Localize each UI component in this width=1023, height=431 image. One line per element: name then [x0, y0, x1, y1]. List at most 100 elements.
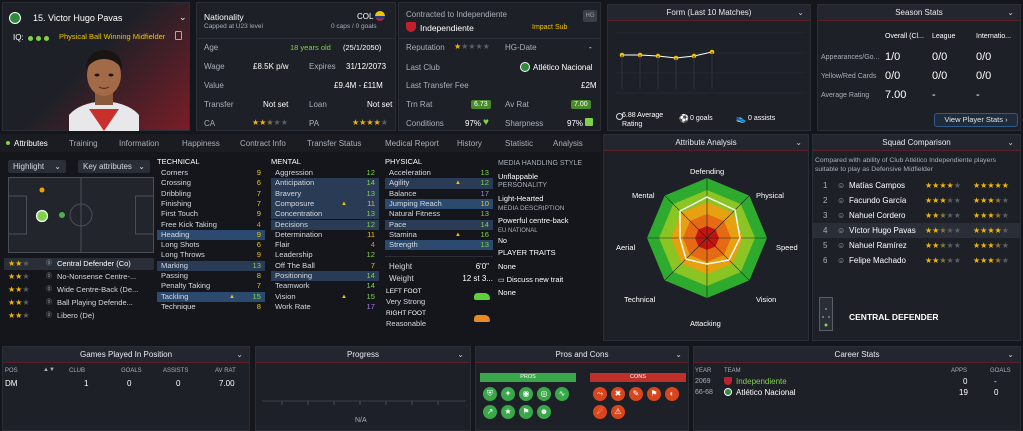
- chevron-down-icon[interactable]: ⌄: [795, 138, 802, 147]
- analysis-label-vision: Vision: [756, 295, 777, 304]
- pro-team-icon[interactable]: ☻: [537, 405, 551, 419]
- games-cell: 0: [127, 379, 132, 388]
- attribute-row[interactable]: Crossing 6: [161, 178, 261, 188]
- info-panel: Nationality Capped at U23 level COL 0 ca…: [196, 2, 396, 131]
- squad-row[interactable]: 4 ☺ Víctor Hugo Pavas ★★★★★ ★★★★★: [813, 223, 1020, 238]
- position-row[interactable]: ★★★ ⓪ Ball Playing Defende...: [8, 298, 133, 307]
- tab-medical-report[interactable]: Medical Report: [385, 139, 439, 148]
- attribute-row[interactable]: Bravery 13: [271, 188, 379, 199]
- attribute-row[interactable]: Vision ▲ 15: [275, 291, 375, 301]
- attribute-row[interactable]: First Touch 9: [161, 209, 261, 219]
- chevron-down-icon[interactable]: ⌄: [1007, 8, 1014, 17]
- con-pace-icon[interactable]: ◐: [665, 387, 679, 401]
- career-year: 2069: [695, 378, 711, 385]
- attribute-row[interactable]: Anticipation 14: [271, 178, 379, 189]
- pro-marking-icon[interactable]: ↗: [483, 405, 497, 419]
- chevron-down-icon[interactable]: ⌄: [236, 350, 243, 359]
- squad-row[interactable]: 5 ☺ Nahuel Ramírez ★★★★★ ★★★★★: [813, 238, 1020, 253]
- pro-stamina-icon[interactable]: ∿: [555, 387, 569, 401]
- career-team[interactable]: Independiente: [736, 377, 787, 386]
- attribute-row[interactable]: Corners 9: [161, 168, 261, 177]
- view-player-stats-button[interactable]: View Player Stats ›: [934, 113, 1018, 127]
- squad-row[interactable]: 6 ☺ Felipe Machado ★★★★★ ★★★★★: [813, 253, 1020, 268]
- position-row[interactable]: ★★★ ⓪ Wide Centre-Back (De...: [8, 285, 139, 294]
- con-dribble-icon[interactable]: ⚠: [611, 405, 625, 419]
- chevron-down-icon[interactable]: ⌄: [179, 12, 187, 22]
- attribute-row[interactable]: Aggression 12: [275, 168, 375, 177]
- con-finishing-icon[interactable]: ✖: [611, 387, 625, 401]
- pro-star-icon[interactable]: ★: [501, 405, 515, 419]
- attribute-row[interactable]: Determination 11: [275, 229, 375, 239]
- career-team[interactable]: Atlético Nacional: [736, 388, 796, 397]
- tab-history[interactable]: History: [457, 139, 482, 148]
- tab-happiness[interactable]: Happiness: [182, 139, 220, 148]
- tab-analysis[interactable]: Analysis: [553, 139, 583, 148]
- player-name[interactable]: 15. Victor Hugo Pavas: [33, 13, 123, 23]
- highlight-dropdown[interactable]: Highlight ⌄: [8, 160, 66, 173]
- attribute-row[interactable]: Stamina ▲ 16: [389, 229, 489, 239]
- attribute-row[interactable]: Penalty Taking 7: [161, 281, 261, 291]
- key-attributes-dropdown[interactable]: Key attributes ⌄: [78, 160, 150, 173]
- ca-label: CA: [204, 119, 216, 128]
- lastclub-value[interactable]: Atlético Nacional: [533, 63, 593, 72]
- loan-value: Not set: [367, 100, 393, 109]
- attribute-row[interactable]: Off The Ball 7: [275, 260, 375, 270]
- attribute-row[interactable]: Concentration 13: [271, 209, 379, 220]
- tab-transfer-status[interactable]: Transfer Status: [307, 139, 362, 148]
- tab-information[interactable]: Information: [119, 139, 160, 148]
- con-setpiece-icon[interactable]: ⚑: [647, 387, 661, 401]
- discuss-trait-link[interactable]: ▭ Discuss new trait: [498, 274, 563, 286]
- attribute-row[interactable]: Dribbling 7: [161, 188, 261, 198]
- chevron-down-icon[interactable]: ⌄: [797, 8, 804, 17]
- nationality-code[interactable]: COL: [357, 12, 374, 21]
- pro-position-icon[interactable]: ◎: [537, 387, 551, 401]
- attribute-row[interactable]: Heading 9: [157, 229, 265, 241]
- con-passing-icon[interactable]: ⤳: [593, 387, 607, 401]
- con-crossing-icon[interactable]: ☄: [593, 405, 607, 419]
- attribute-row[interactable]: Long Shots 6: [161, 240, 261, 250]
- squad-row[interactable]: 3 ☺ Nahuel Cordero ★★★★★ ★★★★★: [813, 208, 1020, 223]
- player-roles: Physical Ball Winning Midfielder: [59, 32, 166, 41]
- analysis-label-physical: Physical: [756, 191, 784, 200]
- tab-statistic[interactable]: Statistic: [505, 139, 534, 148]
- position-row[interactable]: ★★★ ⓪ No-Nonsense Centre-...: [8, 272, 137, 281]
- attribute-row[interactable]: Flair 4: [275, 240, 375, 250]
- position-row[interactable]: ★★★ ⓪ Libero (De): [8, 311, 95, 320]
- attribute-row[interactable]: Pace 14: [385, 219, 493, 230]
- attribute-row[interactable]: Jumping Reach 10: [385, 198, 493, 210]
- chevron-down-icon[interactable]: ⌄: [1007, 138, 1014, 147]
- con-flair-icon[interactable]: ✎: [629, 387, 643, 401]
- pro-tackle-icon[interactable]: ◉: [519, 387, 533, 401]
- pro-boot-icon[interactable]: ⚑: [519, 405, 533, 419]
- attribute-row[interactable]: Leadership 12: [275, 250, 375, 260]
- attribute-row[interactable]: Positioning 14: [271, 271, 379, 282]
- attribute-row[interactable]: Strength 13: [385, 240, 493, 251]
- attribute-row[interactable]: Acceleration 13: [389, 168, 489, 177]
- tab-contract-info[interactable]: Contract Info: [240, 139, 286, 148]
- chevron-down-icon[interactable]: ⌄: [1007, 350, 1014, 359]
- chevron-down-icon[interactable]: ⌄: [457, 350, 464, 359]
- attribute-row[interactable]: Long Throws 9: [161, 250, 261, 260]
- attribute-row[interactable]: Finishing 7: [161, 198, 261, 208]
- attribute-row[interactable]: Balance 17: [389, 188, 489, 198]
- attribute-row[interactable]: Marking 13: [157, 260, 265, 271]
- pro-strength-icon[interactable]: ⛨: [483, 387, 497, 401]
- squad-row[interactable]: 1 ☺ Matías Campos ★★★★★ ★★★★★: [813, 178, 1020, 193]
- attribute-row[interactable]: Free Kick Taking 4: [161, 219, 261, 229]
- position-row[interactable]: ★★★ ⓪ Central Defender (Co): [4, 258, 154, 270]
- attribute-row[interactable]: Tackling ▲ 15: [157, 291, 265, 302]
- attribute-row[interactable]: Agility ▲ 12: [385, 178, 493, 189]
- attribute-row[interactable]: Teamwork 14: [275, 281, 375, 291]
- tab-attributes[interactable]: Attributes: [14, 139, 48, 148]
- contract-club[interactable]: Independiente: [420, 23, 474, 33]
- tab-training[interactable]: Training: [69, 139, 98, 148]
- attribute-row[interactable]: Decisions 12: [271, 219, 379, 230]
- attribute-row[interactable]: Natural Fitness 13: [389, 209, 489, 219]
- attribute-row[interactable]: Composure ▲ 11: [271, 198, 379, 210]
- squad-row[interactable]: 2 ☺ Facundo García ★★★★★ ★★★★★: [813, 193, 1020, 208]
- attribute-row[interactable]: Passing 8: [161, 271, 261, 280]
- attribute-row[interactable]: Technique 8: [161, 301, 261, 311]
- attribute-row[interactable]: Work Rate 17: [275, 301, 375, 311]
- chevron-down-icon[interactable]: ⌄: [675, 350, 682, 359]
- pro-work-icon[interactable]: ✦: [501, 387, 515, 401]
